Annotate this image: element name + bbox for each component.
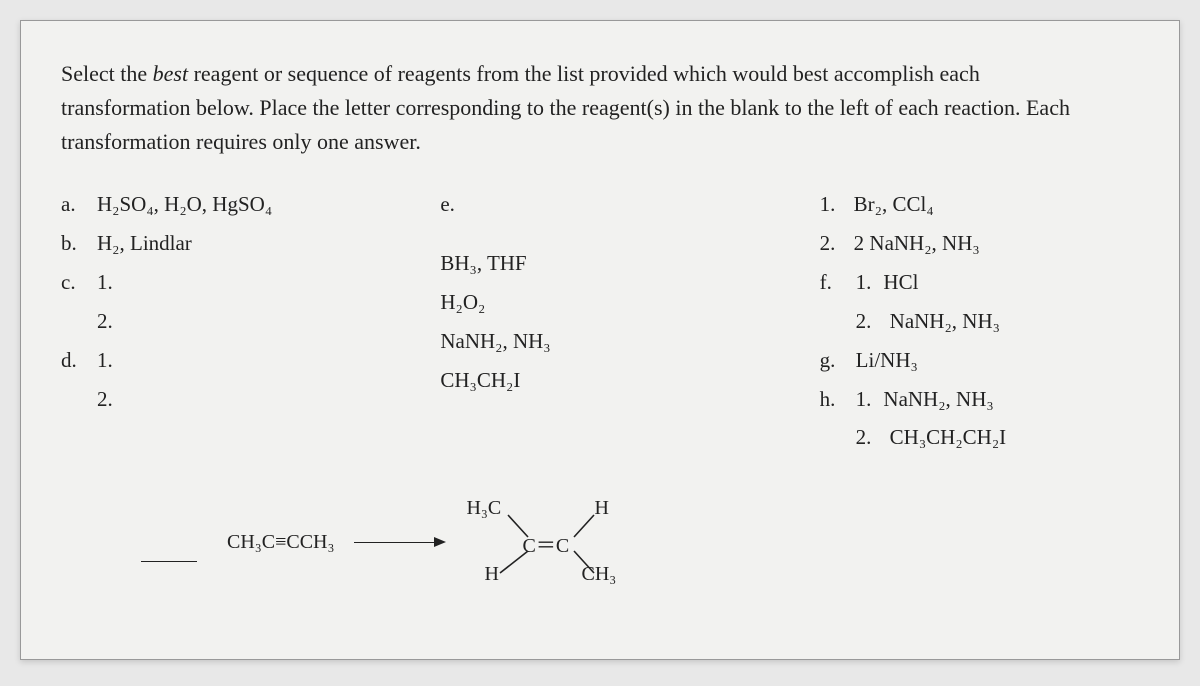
reagent-f-2-text: NaNH₂, NH₃ [890, 302, 1000, 341]
reactant-formula: CH₃C≡CCH₃ [227, 531, 334, 554]
product-top-right: H [594, 497, 608, 520]
reagent-d-2: 2. [61, 380, 380, 419]
instr-line2: transformation below. Place the letter c… [61, 95, 1070, 120]
reagent-f-2: 2. NaNH₂, NH₃ [820, 302, 1139, 341]
reagent-c-2-num: 2. [97, 302, 119, 341]
col2-line3-text: NaNH₂, NH₃ [440, 322, 550, 361]
col2-line1-text: BH₃, THF [440, 244, 526, 283]
reagent-f-1-text: HCl [883, 263, 918, 302]
col3-sub2: 2. 2 NaNH₂, NH₃ [820, 224, 1139, 263]
reagent-e: e. [440, 185, 759, 224]
reagent-d: d. 1. [61, 341, 380, 380]
col2-line3: NaNH₂, NH₃ [440, 322, 759, 361]
spacer [440, 224, 759, 244]
worksheet-page: Select the best reagent or sequence of r… [20, 20, 1180, 660]
reagent-h: h. 1. NaNH₂, NH₃ [820, 380, 1139, 419]
instr-line1-emph: best [153, 61, 188, 86]
col2-line2: H₂O₂ [440, 283, 759, 322]
reagent-h-2-text: CH₃CH₂CH₂I [890, 418, 1006, 457]
instr-line3: transformation requires only one answer. [61, 129, 421, 154]
reagent-columns: a. H₂SO₄, H₂O, HgSO₄ b. H₂, Lindlar c. 1… [61, 185, 1139, 457]
reagent-a: a. H₂SO₄, H₂O, HgSO₄ [61, 185, 380, 224]
instr-line1-a: Select the [61, 61, 153, 86]
reagent-f-label: f. [820, 263, 844, 302]
col2-line1: BH₃, THF [440, 244, 759, 283]
col2-line2-text: H₂O₂ [440, 283, 485, 322]
reagent-b-text: H₂, Lindlar [97, 224, 192, 263]
reagent-h-2: 2. CH₃CH₂CH₂I [820, 418, 1139, 457]
col3-sub1-num: 1. [820, 185, 842, 224]
reagent-c: c. 1. [61, 263, 380, 302]
arrow-line [354, 542, 434, 543]
reagent-b: b. H₂, Lindlar [61, 224, 380, 263]
product-center: C＝C [522, 529, 569, 558]
product-structure: H₃C H C＝C H CH₃ [466, 497, 636, 587]
reagent-c-1-num: 1. [97, 263, 113, 302]
reagent-f-1-num: 1. [856, 263, 872, 302]
reaction-row: CH₃C≡CCH₃ H₃C H C＝C H CH₃ [61, 497, 1139, 587]
reagent-b-label: b. [61, 224, 85, 263]
instr-line1-c: reagent or sequence of reagents from the… [188, 61, 980, 86]
reagent-d-2-num: 2. [97, 380, 119, 419]
reagent-g-text: Li/NH₃ [856, 341, 918, 380]
product-bottom-right: CH₃ [581, 563, 616, 586]
reagent-col-3: 1. Br₂, CCl₄ 2. 2 NaNH₂, NH₃ f. 1. HCl 2… [820, 185, 1139, 457]
reagent-col-2: e. BH₃, THF H₂O₂ NaNH₂, NH₃ CH₃CH₂I [440, 185, 759, 457]
answer-blank[interactable] [141, 561, 197, 562]
col3-sub1: 1. Br₂, CCl₄ [820, 185, 1139, 224]
reaction-arrow [354, 537, 446, 547]
reagent-d-1-num: 1. [97, 341, 113, 380]
reagent-h-label: h. [820, 380, 844, 419]
reagent-a-text: H₂SO₄, H₂O, HgSO₄ [97, 185, 272, 224]
reagent-h-1-text: NaNH₂, NH₃ [883, 380, 993, 419]
col2-line4: CH₃CH₂I [440, 361, 759, 400]
reagent-h-1-num: 1. [856, 380, 872, 419]
reagent-h-2-num: 2. [856, 418, 878, 457]
reagent-f-2-num: 2. [856, 302, 878, 341]
reagent-c-label: c. [61, 263, 85, 302]
reagent-d-label: d. [61, 341, 85, 380]
arrow-head-icon [434, 537, 446, 547]
instructions-block: Select the best reagent or sequence of r… [61, 57, 1139, 159]
reagent-f: f. 1. HCl [820, 263, 1139, 302]
col3-sub2-text: 2 NaNH₂, NH₃ [854, 224, 980, 263]
reagent-e-label: e. [440, 185, 464, 224]
col3-sub1-text: Br₂, CCl₄ [854, 185, 934, 224]
reagent-c-2: 2. [61, 302, 380, 341]
reagent-g: g. Li/NH₃ [820, 341, 1139, 380]
product-bottom-left: H [484, 563, 498, 586]
reagent-col-1: a. H₂SO₄, H₂O, HgSO₄ b. H₂, Lindlar c. 1… [61, 185, 380, 457]
col2-line4-text: CH₃CH₂I [440, 361, 520, 400]
reagent-g-label: g. [820, 341, 844, 380]
col3-sub2-num: 2. [820, 224, 842, 263]
product-top-left: H₃C [466, 497, 501, 520]
reagent-a-label: a. [61, 185, 85, 224]
